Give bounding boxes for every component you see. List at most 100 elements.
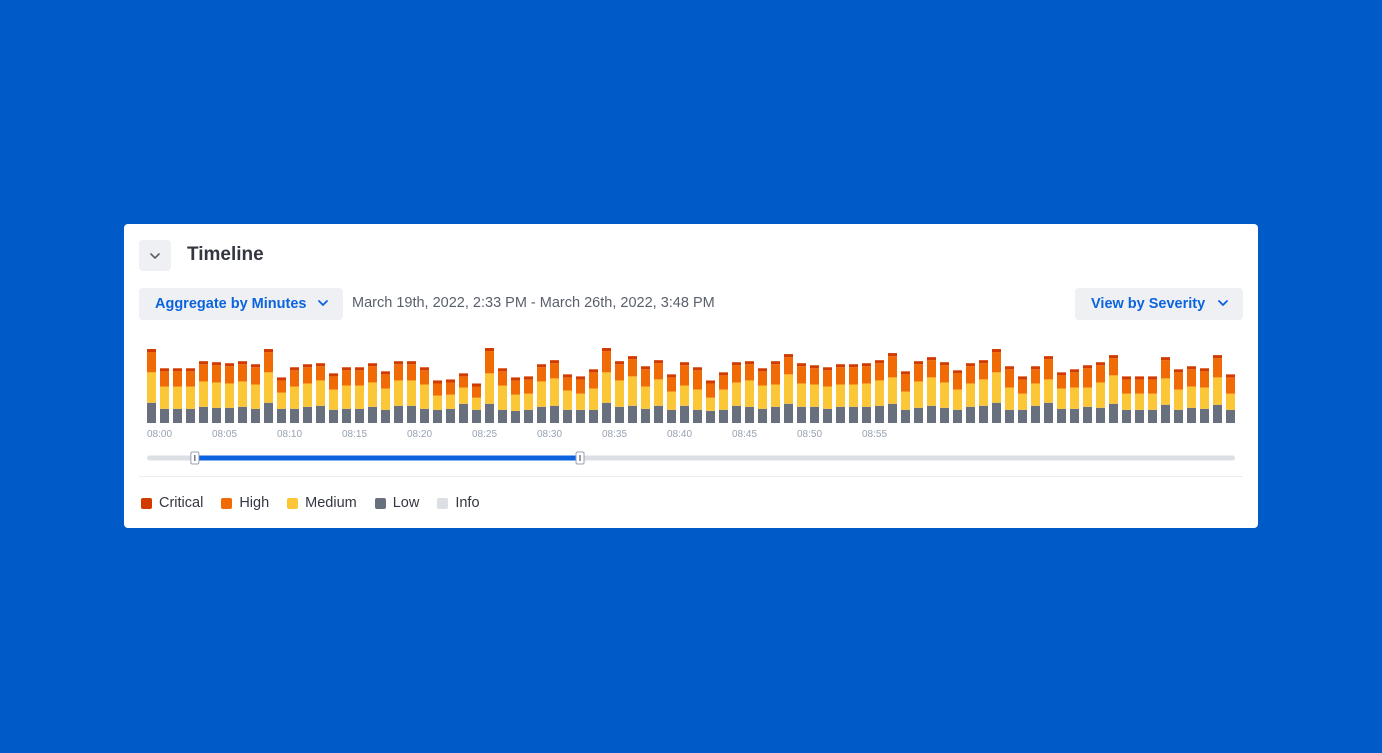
bar-low[interactable] <box>1148 409 1157 423</box>
bar-medium[interactable] <box>1135 393 1144 410</box>
bar-low[interactable] <box>1200 408 1209 423</box>
bar-high[interactable] <box>732 365 741 383</box>
bar-critical[interactable] <box>1083 365 1092 369</box>
bar-low[interactable] <box>498 409 507 423</box>
bar-high[interactable] <box>641 369 650 387</box>
bar-high[interactable] <box>251 367 260 385</box>
bar-medium[interactable] <box>459 387 468 404</box>
bar-low[interactable] <box>459 403 468 423</box>
bar-low[interactable] <box>407 405 416 423</box>
bar-low[interactable] <box>1109 403 1118 423</box>
bar-critical[interactable] <box>992 349 1001 353</box>
bar-high[interactable] <box>589 372 598 389</box>
bar-critical[interactable] <box>914 361 923 365</box>
bar-high[interactable] <box>1226 377 1235 394</box>
bar-critical[interactable] <box>810 365 819 369</box>
bar-medium[interactable] <box>238 381 247 407</box>
bar-medium[interactable] <box>758 385 767 409</box>
bar-low[interactable] <box>719 409 728 423</box>
bar-medium[interactable] <box>706 397 715 411</box>
bar-high[interactable] <box>862 366 871 384</box>
bar-critical[interactable] <box>875 360 884 364</box>
bar-critical[interactable] <box>160 368 169 372</box>
bar-critical[interactable] <box>1109 355 1118 359</box>
bar-high[interactable] <box>186 371 195 387</box>
bar-critical[interactable] <box>537 364 546 368</box>
bar-high[interactable] <box>1109 358 1118 376</box>
bar-low[interactable] <box>706 410 715 423</box>
bar-medium[interactable] <box>992 372 1001 403</box>
bar-critical[interactable] <box>1031 366 1040 370</box>
bar-high[interactable] <box>199 364 208 382</box>
bar-high[interactable] <box>602 351 611 373</box>
bar-critical[interactable] <box>706 380 715 384</box>
bar-medium[interactable] <box>420 384 429 409</box>
bar-critical[interactable] <box>667 374 676 378</box>
bar-high[interactable] <box>927 360 936 378</box>
bar-high[interactable] <box>1005 369 1014 388</box>
legend-item-medium[interactable]: Medium <box>287 495 357 511</box>
bar-high[interactable] <box>979 363 988 380</box>
bar-high[interactable] <box>1057 375 1066 389</box>
bar-high[interactable] <box>329 376 338 390</box>
bar-medium[interactable] <box>342 385 351 409</box>
bar-low[interactable] <box>797 406 806 423</box>
bar-low[interactable] <box>290 408 299 423</box>
bar-high[interactable] <box>290 370 299 387</box>
bar-critical[interactable] <box>589 369 598 373</box>
bar-medium[interactable] <box>615 380 624 407</box>
bar-low[interactable] <box>901 409 910 423</box>
bar-low[interactable] <box>1161 404 1170 423</box>
bar-high[interactable] <box>836 367 845 385</box>
bar-medium[interactable] <box>810 384 819 407</box>
bar-high[interactable] <box>706 383 715 398</box>
bar-medium[interactable] <box>1187 386 1196 408</box>
bar-medium[interactable] <box>368 382 377 407</box>
bar-medium[interactable] <box>927 377 936 406</box>
bar-critical[interactable] <box>641 366 650 370</box>
bar-medium[interactable] <box>654 379 663 406</box>
bar-low[interactable] <box>1135 409 1144 423</box>
bar-critical[interactable] <box>1122 376 1131 380</box>
bar-medium[interactable] <box>771 384 780 407</box>
bar-low[interactable] <box>1213 404 1222 423</box>
bar-medium[interactable] <box>1200 387 1209 409</box>
bar-medium[interactable] <box>446 394 455 409</box>
bar-medium[interactable] <box>576 393 585 410</box>
bar-critical[interactable] <box>1213 355 1222 359</box>
bar-medium[interactable] <box>1122 393 1131 410</box>
bar-medium[interactable] <box>1018 393 1027 410</box>
bar-medium[interactable] <box>1109 375 1118 404</box>
bar-high[interactable] <box>940 365 949 383</box>
bar-low[interactable] <box>1018 409 1027 423</box>
bar-critical[interactable] <box>173 368 182 372</box>
bar-critical[interactable] <box>1005 366 1014 370</box>
bar-high[interactable] <box>485 351 494 374</box>
bar-high[interactable] <box>355 370 364 386</box>
bar-critical[interactable] <box>1174 369 1183 373</box>
bar-high[interactable] <box>1187 369 1196 387</box>
bar-medium[interactable] <box>1213 377 1222 405</box>
bar-critical[interactable] <box>1226 374 1235 378</box>
bar-low[interactable] <box>1031 405 1040 423</box>
bar-medium[interactable] <box>186 386 195 409</box>
bar-low[interactable] <box>446 408 455 423</box>
bar-critical[interactable] <box>693 367 702 371</box>
bar-medium[interactable] <box>875 380 884 406</box>
bar-medium[interactable] <box>511 394 520 411</box>
bar-low[interactable] <box>771 406 780 423</box>
bar-medium[interactable] <box>290 386 299 409</box>
bar-high[interactable] <box>407 364 416 381</box>
bar-medium[interactable] <box>914 381 923 408</box>
bar-medium[interactable] <box>264 372 273 403</box>
bar-medium[interactable] <box>953 389 962 410</box>
bar-medium[interactable] <box>355 385 364 409</box>
bar-low[interactable] <box>1070 408 1079 423</box>
bar-medium[interactable] <box>966 383 975 407</box>
bar-high[interactable] <box>1083 368 1092 388</box>
bar-medium[interactable] <box>784 374 793 404</box>
bar-low[interactable] <box>342 408 351 423</box>
bar-critical[interactable] <box>368 363 377 367</box>
bar-high[interactable] <box>914 364 923 382</box>
bar-medium[interactable] <box>212 382 221 408</box>
